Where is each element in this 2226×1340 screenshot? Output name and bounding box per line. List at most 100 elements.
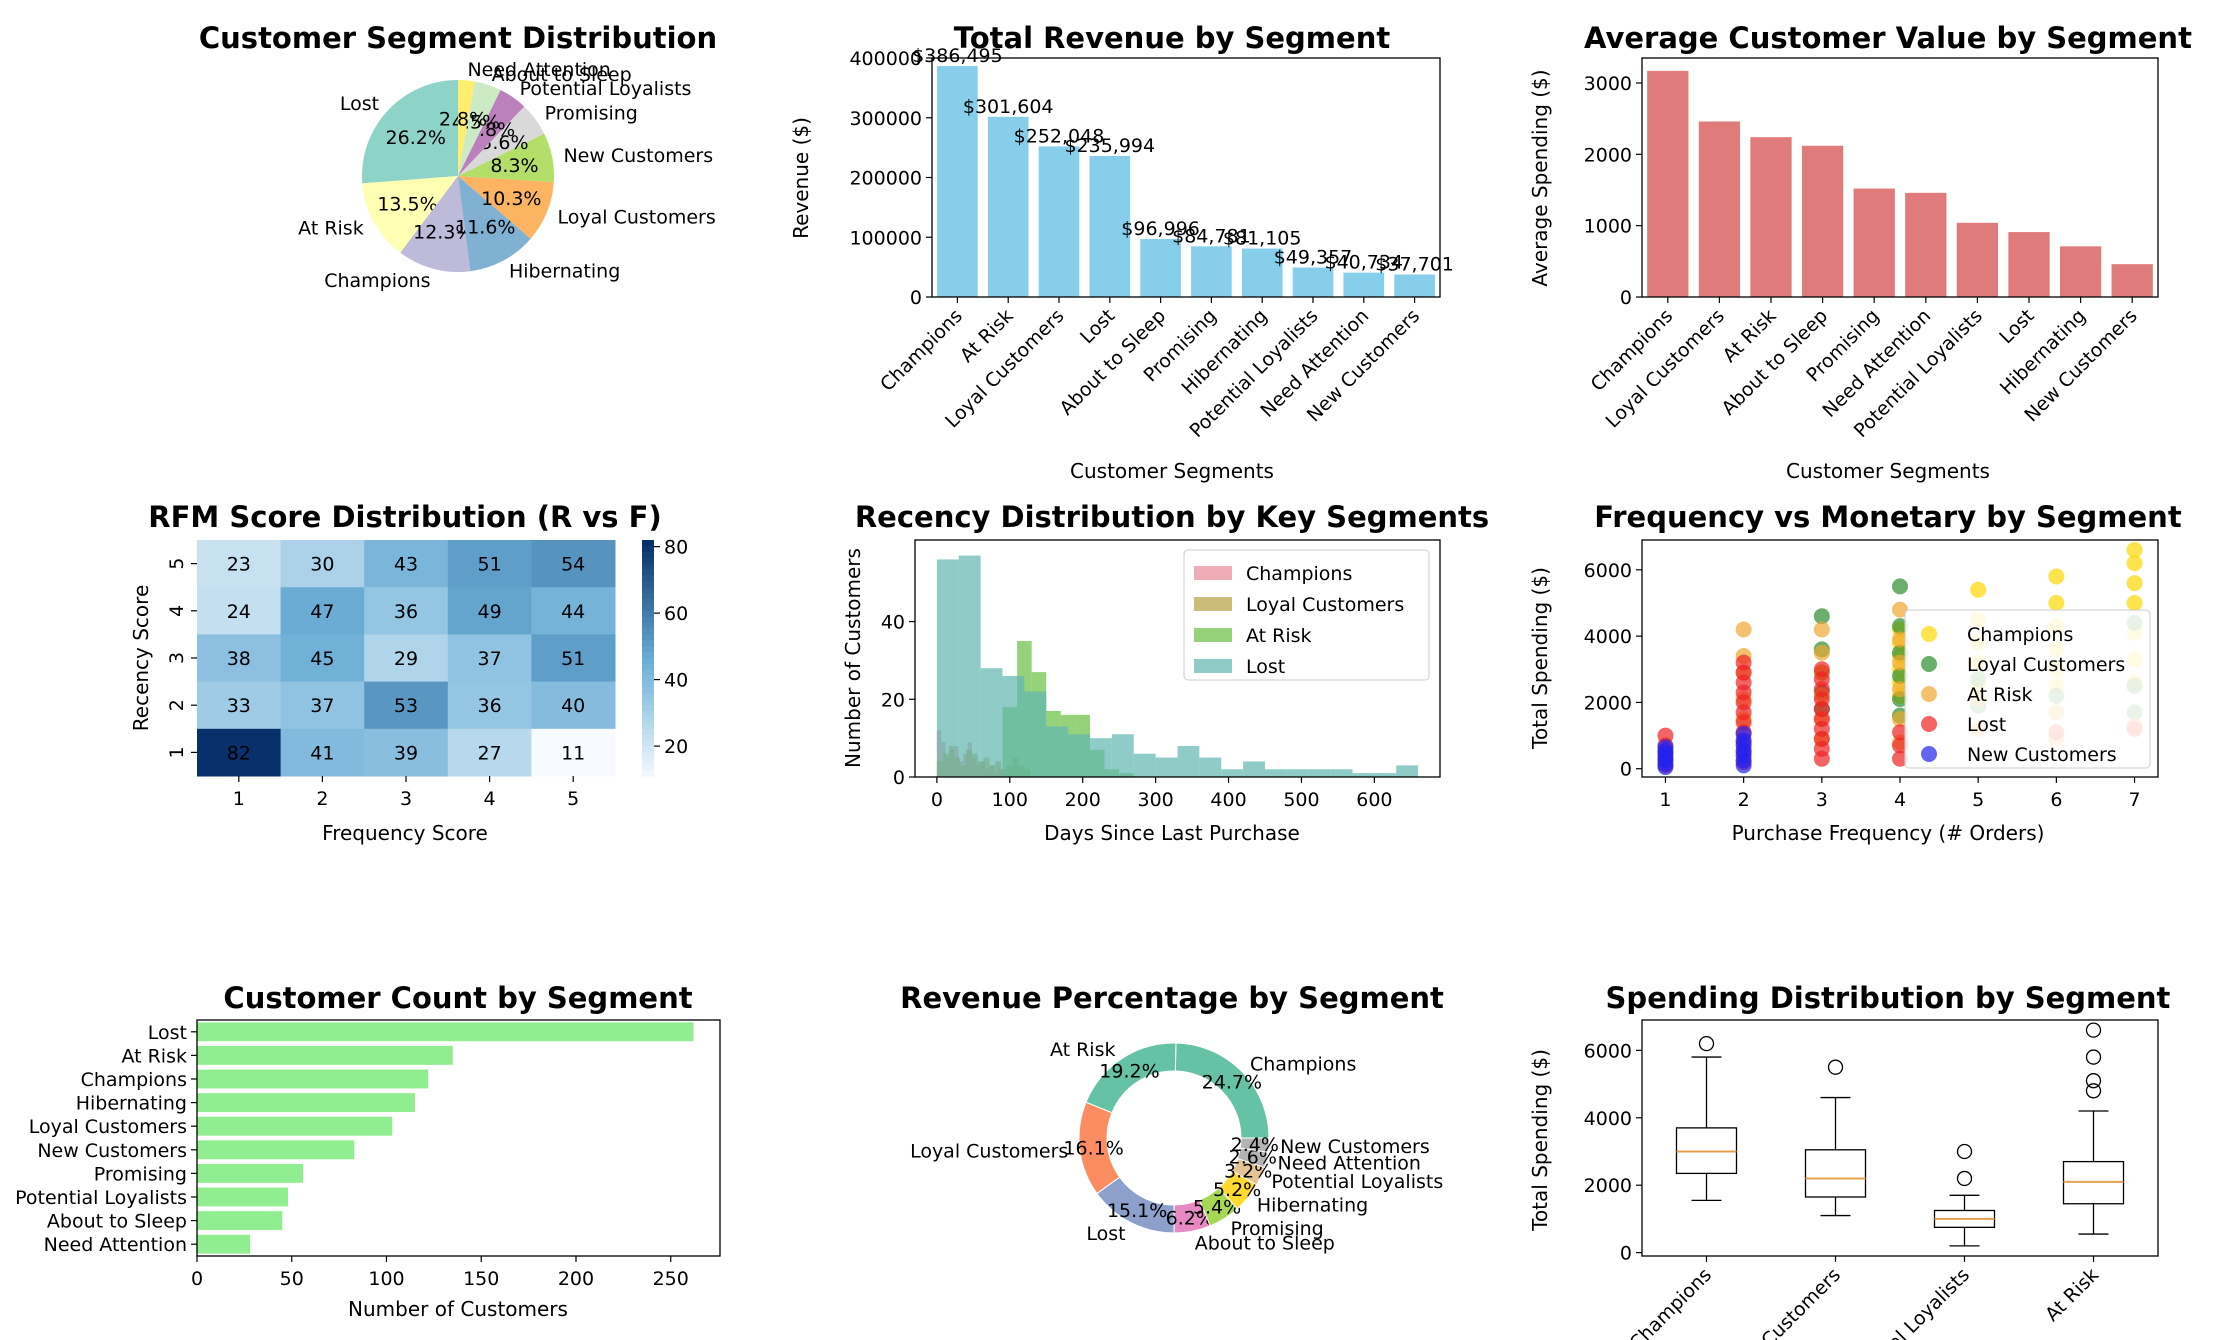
scatter-legend-marker <box>1921 656 1937 672</box>
recency-hist-bin <box>1374 773 1397 777</box>
recency-legend-box <box>1183 549 1430 681</box>
recency-hist-bin <box>1221 769 1244 777</box>
scatter-point <box>2126 555 2143 572</box>
boxplot-category-label: Loyal Customers <box>1718 1264 1845 1340</box>
scatter-point <box>1892 737 1908 754</box>
count-category-label: Lost <box>148 1022 187 1044</box>
revenue-bar <box>937 66 978 297</box>
heatmap-xtick-label: 5 <box>567 788 579 810</box>
heatmap-cell <box>280 634 365 683</box>
pie-title: Customer Segment Distribution <box>199 21 717 55</box>
heatmap-cell-value: 37 <box>478 648 502 670</box>
heatmap-colorbar-step <box>642 758 654 765</box>
pie-slice <box>458 80 475 176</box>
revenue-value-label: $49,357 <box>1274 247 1353 269</box>
heatmap-cell-value: 44 <box>561 601 585 623</box>
heatmap-cell-value: 82 <box>227 742 251 764</box>
heatmap-cell-value: 53 <box>394 695 418 717</box>
heatmap-cell-value: 24 <box>227 601 251 623</box>
heatmap-cell <box>197 681 282 730</box>
recency-frame <box>914 539 1441 778</box>
pie-slice <box>362 176 458 253</box>
scatter-point <box>1813 644 1830 661</box>
heatmap-ytick-label: 2 <box>166 699 188 711</box>
donut-percent-label: 5.4% <box>1193 1197 1241 1219</box>
revenue-ytick-label: 400000 <box>849 48 922 70</box>
recency-xtick-label: 300 <box>1137 789 1173 811</box>
recency-xlabel: Days Since Last Purchase <box>1044 821 1300 845</box>
revenue-value-label: $301,604 <box>963 96 1054 118</box>
heatmap-colorbar-step <box>642 658 654 665</box>
heatmap-cell-value: 40 <box>561 695 585 717</box>
heatmap-cell-value: 45 <box>310 648 334 670</box>
recency-ytick-label: 0 <box>893 767 905 789</box>
recency-legend-swatch <box>1194 566 1232 580</box>
scatter-ylabel: Total Spending ($) <box>1528 567 1552 750</box>
scatter-ytick-label: 0 <box>1620 759 1632 781</box>
count-bar <box>197 1022 694 1042</box>
heatmap-colorbar-step <box>642 687 654 694</box>
avgvalue-bar <box>1801 145 1844 297</box>
avgvalue-bar <box>1905 192 1947 297</box>
recency-hist-bin <box>1068 734 1090 777</box>
heatmap-colorbar-step <box>642 628 654 635</box>
scatter-xtick-label: 6 <box>2050 789 2062 811</box>
recency-xtick-label: 500 <box>1283 789 1319 811</box>
avgvalue-bar <box>2111 264 2153 297</box>
frequency-monetary-scatter: 0 2000 4000 6000 1 2 3 4 5 6 7 Champions Loyal Custo… <box>1584 539 2159 811</box>
boxplot-category-label: At Risk <box>2041 1264 2103 1326</box>
scatter-legend-label: At Risk <box>1967 684 2033 706</box>
heatmap-colorbar-step <box>642 610 654 618</box>
heatmap-colorbar-step <box>642 770 654 777</box>
scatter-point <box>2126 594 2143 611</box>
heatmap-colorbar-step <box>642 646 654 653</box>
recency-xtick-label: 400 <box>1210 789 1246 811</box>
pie-segment-label: About to Sleep <box>492 64 632 86</box>
scatter-point <box>1892 710 1908 727</box>
scatter-legend-label: Lost <box>1967 714 2006 736</box>
avgvalue-bar <box>1698 121 1741 298</box>
scatter-point <box>1813 608 1830 625</box>
pie-slice <box>458 133 554 183</box>
heatmap-ytick-label: 1 <box>166 746 188 758</box>
avgvalue-bar <box>1750 137 1792 297</box>
revenue-bar-chart: $386,495$301,604$252,048$235,994$96,996$… <box>849 45 1453 442</box>
recency-hist-bin <box>1090 738 1112 777</box>
pie-chart: Lost 26.2% At Risk 13.5% Champions 12.3% Hiber… <box>298 59 716 292</box>
heatmap-cell-value: 30 <box>310 554 334 576</box>
avgvalue-bar <box>2008 232 2050 297</box>
heatmap-colorbar-label: 80 <box>664 537 688 559</box>
heatmap-cell <box>364 728 449 777</box>
scatter-xtick-label: 4 <box>1894 789 1906 811</box>
boxplot-ytick-label: 0 <box>1620 1243 1632 1265</box>
heatmap-colorbar-step <box>642 616 654 624</box>
count-category-label: Loyal Customers <box>29 1116 187 1138</box>
pie-percent-label: 13.5% <box>377 194 437 216</box>
pie-segment-label: Promising <box>545 102 638 124</box>
count-xtick-label: 0 <box>191 1268 203 1290</box>
heatmap-colorbar-step <box>642 634 654 641</box>
boxplot-ytick-label: 6000 <box>1584 1040 1632 1062</box>
avgvalue-ytick-label: 1000 <box>1584 216 1632 238</box>
pie-segment-label: At Risk <box>298 218 364 240</box>
avgvalue-category-label: Lost <box>1995 305 2038 348</box>
box-flier <box>2085 1083 2102 1099</box>
recency-hist-bin <box>1133 753 1156 777</box>
heatmap-cell <box>280 681 365 730</box>
recency-hist-bin <box>1199 757 1222 777</box>
heatmap-cell-value: 37 <box>310 695 334 717</box>
revenue-bar <box>1089 155 1131 297</box>
scatter-xtick-label: 2 <box>1738 789 1750 811</box>
heatmap-colorbar-step <box>642 693 654 700</box>
donut-segment-label: At Risk <box>1050 1039 1116 1061</box>
boxplot-ylabel: Total Spending ($) <box>1528 1049 1552 1232</box>
heatmap-cell-value: 43 <box>394 554 418 576</box>
heatmap-colorbar-step <box>642 557 654 565</box>
scatter-legend-marker <box>1921 746 1937 762</box>
revenue-value-label: $84,781 <box>1172 225 1251 247</box>
recency-legend-label: Lost <box>1246 656 1285 678</box>
revenue-ylabel: Revenue ($) <box>789 117 813 239</box>
heatmap-cell-value: 36 <box>478 695 502 717</box>
